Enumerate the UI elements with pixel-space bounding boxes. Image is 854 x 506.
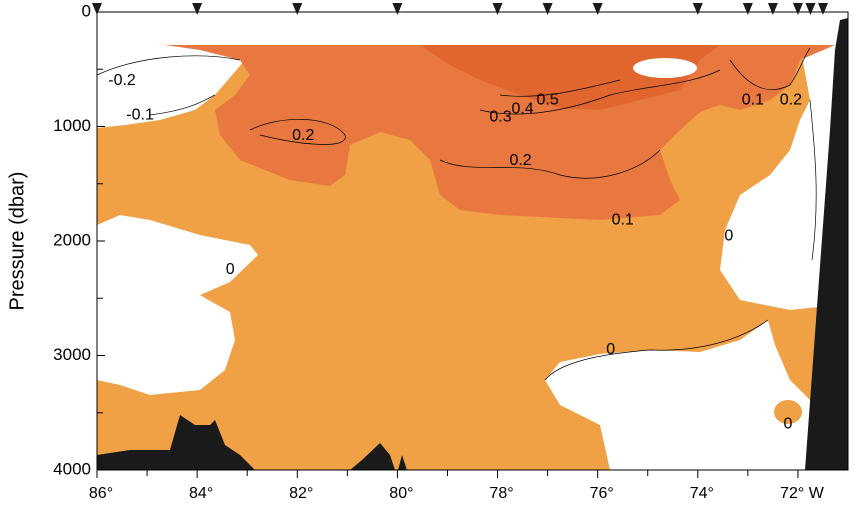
contour-label: 0.4 [511,101,533,118]
contour-line [544,319,769,381]
x-tick-label: 72° W [780,485,825,502]
y-tick-label: 4000 [53,459,91,478]
y-tick-label: 2000 [53,230,91,249]
contour-line [499,79,621,97]
negative-region [97,215,258,395]
negative-region [97,45,245,128]
contour-label: -0.1 [126,106,154,123]
station-marker [292,3,303,15]
contour-line [479,69,721,115]
contour-line [249,118,346,145]
contour-line [96,55,241,76]
contour-line [729,47,811,90]
x-tick-label: 82° [289,485,313,502]
station-marker [805,3,816,15]
bathymetry [398,455,407,470]
station-marker [692,3,703,15]
station-marker [817,3,828,15]
y-tick-label: 3000 [53,345,91,364]
bathymetry [805,18,848,470]
field [96,12,848,470]
contour-line [809,99,817,261]
station-marker [742,3,753,15]
contour-label: 0.2 [509,152,531,169]
contour-label: 0.3 [489,109,511,126]
station-marker [767,3,778,15]
y-tick-label: 0 [82,1,91,20]
station-marker [392,3,403,15]
contour-line [149,94,216,116]
y-tick-label: 1000 [53,116,91,135]
contour-label: -0.2 [108,72,136,89]
contour-label: 0 [226,261,235,278]
bathymetry [350,443,395,470]
contour-line [439,149,661,179]
positive-region [774,400,802,424]
station-marker [542,3,553,15]
x-tick-label: 78° [489,485,513,502]
contour-label: 0 [783,415,792,432]
x-tick-label: 86° [89,485,113,502]
station-marker [92,3,102,15]
station-marker [792,3,803,15]
contour-label: 0 [724,228,733,245]
station-marker [492,3,503,15]
negative-region [545,320,810,470]
contour-label: 0.2 [292,127,314,144]
negative-region [633,58,697,78]
x-tick-label: 80° [389,485,413,502]
y-axis-label: Pressure (dbar) [6,172,28,311]
bathymetry [97,415,255,470]
x-tick-label: 74° [690,485,714,502]
contour-label: 0 [606,341,615,358]
negative-region [720,45,837,310]
contour-label: 0.2 [780,91,802,108]
contour-label: 0.5 [536,91,558,108]
x-tick-label: 84° [189,485,213,502]
no-data [97,12,848,45]
x-tick-label: 76° [590,485,614,502]
contour-label: 0.1 [742,91,764,108]
station-marker [592,3,603,15]
contour-label: 0.1 [612,212,634,229]
station-marker [192,3,203,15]
